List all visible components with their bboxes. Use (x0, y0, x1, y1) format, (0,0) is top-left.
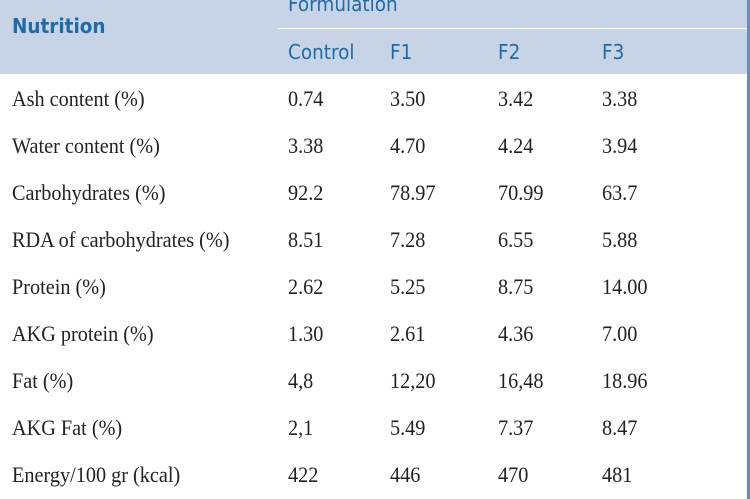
row-label: Protein (%) (12, 274, 106, 299)
table-row: Ash content (%) 0.74 3.50 3.42 3.38 (0, 76, 750, 122)
row-label: AKG Fat (%) (12, 415, 123, 440)
cell-f2: 4.24 (498, 133, 534, 158)
right-border (747, 0, 750, 499)
cell-control: 4,8 (288, 368, 314, 393)
table-header (0, 0, 750, 74)
cell-f1: 12,20 (390, 368, 436, 393)
row-label: Water content (%) (12, 133, 160, 158)
cell-f2: 470 (498, 462, 529, 487)
cell-f3: 8.47 (602, 415, 638, 440)
row-label: Carbohydrates (%) (12, 180, 166, 205)
cell-f1: 4.70 (390, 133, 426, 158)
cell-f1: 5.25 (390, 274, 426, 299)
cell-control: 1.30 (288, 321, 324, 346)
cell-f2: 7.37 (498, 415, 534, 440)
cell-f3: 63.7 (602, 180, 638, 205)
formulation-group-header: Formulation (288, 0, 398, 16)
header-divider (278, 28, 750, 29)
column-header-f1: F1 (390, 40, 413, 64)
cell-f2: 4.36 (498, 321, 534, 346)
nutrition-column-header: Nutrition (12, 14, 106, 38)
cell-control: 0.74 (288, 86, 324, 111)
cell-f1: 7.28 (390, 227, 426, 252)
column-header-control: Control (288, 40, 355, 64)
cell-f1: 78.97 (390, 180, 436, 205)
cell-f2: 6.55 (498, 227, 534, 252)
cell-f3: 5.88 (602, 227, 638, 252)
table-row: Energy/100 gr (kcal) 422 446 470 481 (0, 452, 750, 498)
table-row: RDA of carbohydrates (%) 8.51 7.28 6.55 … (0, 217, 750, 263)
row-label: RDA of carbohydrates (%) (12, 227, 230, 252)
table-row: Protein (%) 2.62 5.25 8.75 14.00 (0, 264, 750, 310)
cell-f2: 16,48 (498, 368, 544, 393)
row-label: AKG protein (%) (12, 321, 154, 346)
cell-control: 8.51 (288, 227, 324, 252)
cell-f3: 14.00 (602, 274, 648, 299)
table-row: Fat (%) 4,8 12,20 16,48 18.96 (0, 358, 750, 404)
row-label: Ash content (%) (12, 86, 145, 111)
row-label: Fat (%) (12, 368, 74, 393)
table-row: Carbohydrates (%) 92.2 78.97 70.99 63.7 (0, 170, 750, 216)
table-row: Water content (%) 3.38 4.70 4.24 3.94 (0, 123, 750, 169)
cell-f3: 7.00 (602, 321, 638, 346)
cell-f1: 446 (390, 462, 421, 487)
cell-f2: 8.75 (498, 274, 534, 299)
cell-control: 2.62 (288, 274, 324, 299)
cell-control: 422 (288, 462, 319, 487)
column-header-f2: F2 (498, 40, 521, 64)
cell-control: 92.2 (288, 180, 324, 205)
cell-f1: 5.49 (390, 415, 426, 440)
cell-f3: 3.94 (602, 133, 638, 158)
cell-f2: 70.99 (498, 180, 544, 205)
cell-f3: 18.96 (602, 368, 648, 393)
cell-f2: 3.42 (498, 86, 534, 111)
table-row: AKG protein (%) 1.30 2.61 4.36 7.00 (0, 311, 750, 357)
cell-f1: 2.61 (390, 321, 426, 346)
row-label: Energy/100 gr (kcal) (12, 462, 181, 487)
cell-f3: 481 (602, 462, 633, 487)
cell-control: 3.38 (288, 133, 324, 158)
column-header-f3: F3 (602, 40, 625, 64)
cell-f3: 3.38 (602, 86, 638, 111)
table-row: AKG Fat (%) 2,1 5.49 7.37 8.47 (0, 405, 750, 451)
cell-control: 2,1 (288, 415, 314, 440)
cell-f1: 3.50 (390, 86, 426, 111)
